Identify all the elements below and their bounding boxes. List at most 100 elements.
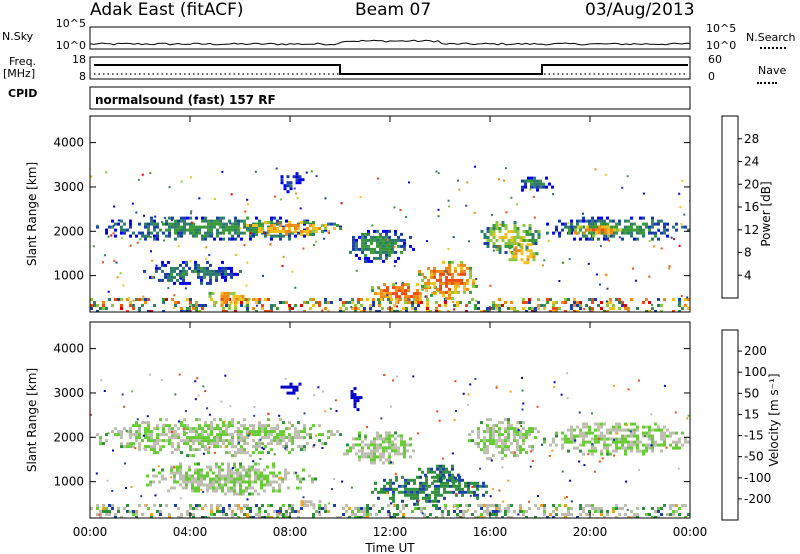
heat-cell (207, 424, 210, 428)
heat-cell (539, 182, 542, 186)
heat-cell (192, 430, 195, 434)
heat-cell (318, 507, 321, 510)
heat-cell (302, 247, 305, 250)
heat-cell (186, 307, 189, 310)
heat-cell (633, 516, 636, 518)
heat-cell (651, 449, 654, 453)
heat-cell (595, 273, 598, 276)
heat-cell (498, 507, 501, 510)
heat-cell (382, 250, 385, 254)
heat-cell (663, 504, 666, 507)
heat-cell (427, 278, 430, 282)
heat-cell (105, 510, 108, 513)
heat-cell (419, 490, 422, 494)
heat-cell (213, 237, 216, 241)
heat-cell (239, 471, 242, 475)
heat-cell (201, 216, 204, 220)
heat-cell (495, 248, 499, 251)
heat-cell (229, 300, 233, 304)
heat-cell (380, 417, 383, 420)
heat-cell (261, 304, 264, 307)
heat-cell (669, 513, 672, 516)
heat-cell (129, 436, 132, 440)
heat-cell (446, 490, 449, 494)
heat-cell (294, 433, 297, 437)
heat-cell (270, 430, 273, 434)
heat-cell (213, 222, 216, 226)
heat-cell (615, 516, 618, 518)
heat-cell (430, 272, 433, 276)
heat-cell (498, 421, 501, 425)
heat-cell (458, 487, 461, 491)
heat-cell (495, 307, 498, 310)
heat-cell (495, 442, 498, 446)
heat-cell (448, 470, 451, 474)
heat-cell (186, 510, 189, 513)
heat-cell (270, 439, 273, 443)
heat-cell (607, 234, 610, 238)
heat-cell (396, 507, 399, 510)
heat-cell (410, 295, 413, 299)
heat-cell (654, 310, 657, 312)
heat-cell (618, 301, 621, 304)
heat-cell (486, 242, 490, 245)
heat-cell (387, 513, 390, 516)
heat-cell (409, 244, 412, 248)
heat-cell (567, 449, 570, 453)
heat-cell (255, 230, 258, 233)
heat-cell (107, 432, 110, 435)
heat-cell (582, 443, 585, 447)
heat-cell (367, 247, 370, 251)
heat-cell (534, 242, 538, 245)
heat-cell (636, 513, 639, 516)
heat-cell (255, 442, 258, 446)
heat-cell (434, 487, 437, 491)
heat-cell (561, 443, 564, 447)
heat-cell (676, 447, 679, 450)
heat-cell (112, 449, 114, 452)
heat-cell (516, 421, 519, 425)
heat-cell (231, 225, 234, 229)
heat-cell (252, 427, 255, 431)
heat-cell (201, 225, 204, 229)
heat-cell (474, 165, 476, 168)
heat-cell (218, 471, 221, 475)
heat-cell (513, 310, 516, 312)
heat-cell (543, 259, 546, 262)
heat-cell (288, 436, 291, 440)
heat-cell (273, 230, 276, 233)
heat-cell (195, 433, 198, 437)
heat-cell (376, 434, 379, 438)
heat-cell (416, 289, 419, 293)
heat-cell (213, 225, 216, 229)
heat-cell (486, 307, 489, 310)
heat-cell (660, 428, 663, 432)
heat-cell (469, 290, 472, 294)
heat-cell (507, 421, 510, 425)
heat-cell (502, 500, 505, 503)
heat-cell (167, 287, 170, 290)
heat-cell (618, 507, 621, 510)
heat-cell (587, 453, 590, 456)
heat-cell (394, 238, 397, 242)
heat-cell (276, 427, 279, 431)
heat-cell (519, 451, 522, 455)
heat-cell (255, 430, 258, 434)
heat-cell (231, 454, 234, 458)
heat-cell (528, 507, 531, 510)
heat-cell (376, 443, 379, 447)
heat-cell (552, 504, 555, 507)
heat-cell (138, 445, 141, 449)
heat-cell (189, 298, 192, 301)
heat-cell (291, 424, 294, 428)
heat-cell (303, 221, 306, 224)
heat-cell (270, 307, 273, 310)
heat-cell (524, 182, 527, 186)
heat-cell (272, 462, 275, 466)
heat-cell (370, 440, 373, 444)
heat-cell (542, 185, 545, 189)
heat-cell (670, 236, 673, 239)
heat-cell (684, 437, 687, 441)
heat-cell (144, 448, 147, 452)
heat-cell (579, 434, 582, 438)
